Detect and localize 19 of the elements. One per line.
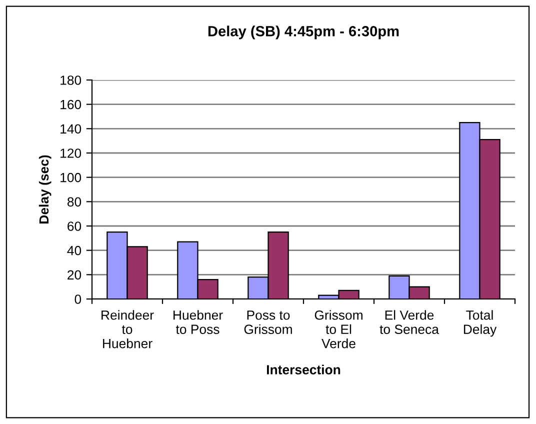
y-axis-title: Delay (sec) <box>38 155 52 224</box>
x-tick-label: El Verde to Seneca <box>380 310 439 334</box>
x-tick-label: Reindeer to Huebner <box>102 310 154 348</box>
x-tick-label: Poss to Grissom <box>244 310 292 334</box>
x-tick-label: Grissom to El Verde <box>314 310 362 348</box>
y-tick-label: 40 <box>67 246 82 256</box>
y-tick-label: 120 <box>60 148 82 158</box>
y-tick-label: 60 <box>68 222 82 231</box>
y-tick-label: 180 <box>60 76 82 85</box>
y-tick-label: 0 <box>74 294 82 304</box>
x-axis-title: Intersection <box>266 364 340 374</box>
y-tick-label: 160 <box>60 100 82 110</box>
x-tick-label: Huebner to Poss <box>174 310 223 334</box>
y-tick-label: 140 <box>60 124 82 134</box>
chart-title: Delay (SB) 4:45pm - 6:30pm <box>208 26 399 40</box>
y-tick-label: 100 <box>60 172 82 182</box>
y-tick-label: 80 <box>67 197 82 207</box>
x-tick-label: Total Delay <box>464 310 497 337</box>
y-tick-label: 20 <box>68 270 82 280</box>
